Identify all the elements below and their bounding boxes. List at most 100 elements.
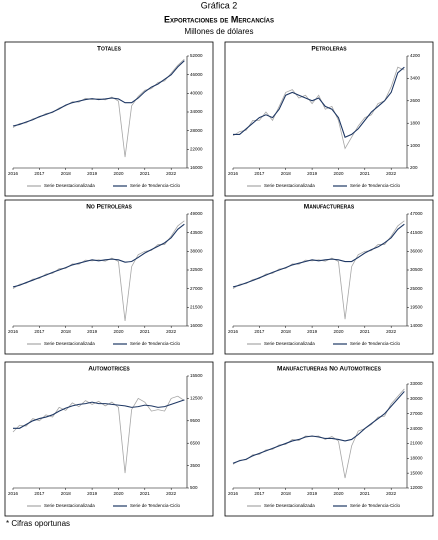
y-tick-label: 12000: [410, 485, 423, 490]
y-tick-label: 200: [410, 165, 418, 170]
chart-panel: Manufactureras No Automotrices 12000 15000…: [224, 361, 434, 517]
x-tick-label: 2019: [87, 329, 98, 334]
y-tick-label: 52000: [190, 53, 203, 58]
y-tick-label: 21000: [410, 441, 423, 446]
series-line: [233, 66, 405, 138]
x-tick-label: 2020: [113, 491, 124, 496]
x-tick-label: 2018: [281, 491, 292, 496]
chart-title: No Petroleras: [86, 204, 132, 211]
panel-border: [4, 361, 214, 517]
x-tick-label: 2018: [61, 491, 72, 496]
y-tick-label: 38000: [190, 249, 203, 254]
legend-label: Serie de Tendencia-Ciclo: [130, 503, 180, 508]
figure-title: Exportaciones de Mercancías: [164, 14, 274, 24]
x-tick-label: 2021: [360, 329, 371, 334]
chart-panel: Petroleras 200 1000 1800 2600 3400 4200 2016 201…: [224, 41, 434, 197]
legend-label: Serie Desestacionalizada: [44, 503, 95, 508]
x-tick-label: 2019: [87, 491, 98, 496]
chart-title: Totales: [97, 46, 122, 53]
x-tick-label: 2018: [61, 329, 72, 334]
y-tick-label: 18000: [410, 455, 423, 460]
x-tick-label: 2021: [140, 329, 151, 334]
y-tick-label: 43500: [190, 230, 203, 235]
chart-panel: No Petroleras 16000 21500 27000 32500 38000 43…: [4, 199, 214, 355]
x-tick-label: 2017: [254, 491, 265, 496]
y-tick-label: 3400: [410, 76, 421, 81]
x-tick-label: 2020: [113, 329, 124, 334]
chart-panel: Automotrices 500 3500 6500 9500 12500 15500 201…: [4, 361, 214, 517]
y-tick-label: 16000: [190, 165, 203, 170]
x-tick-label: 2022: [386, 329, 397, 334]
y-tick-label: 46000: [190, 72, 203, 77]
x-tick-label: 2017: [34, 171, 45, 176]
y-tick-label: 41500: [410, 230, 423, 235]
figure-number: Gráfica 2: [201, 0, 238, 10]
legend-label: Serie Desestacionalizada: [44, 341, 95, 346]
x-tick-label: 2019: [307, 329, 318, 334]
y-tick-label: 47000: [410, 211, 423, 216]
x-tick-label: 2022: [166, 491, 177, 496]
y-tick-label: 6500: [190, 440, 201, 445]
y-tick-label: 1800: [410, 120, 421, 125]
x-tick-label: 2018: [281, 171, 292, 176]
series-line: [12, 395, 185, 474]
y-tick-label: 2600: [410, 98, 421, 103]
y-tick-label: 36000: [410, 249, 423, 254]
legend-label: Serie de Tendencia-Ciclo: [350, 341, 400, 346]
y-tick-label: 32500: [190, 267, 203, 272]
y-tick-label: 19500: [410, 305, 423, 310]
x-tick-label: 2017: [254, 171, 265, 176]
x-tick-label: 2022: [166, 171, 177, 176]
y-tick-label: 25000: [410, 286, 423, 291]
y-tick-label: 24000: [410, 426, 423, 431]
y-tick-label: 500: [190, 485, 198, 490]
y-tick-label: 12500: [190, 396, 203, 401]
chart-title: Manufactureras No Automotrices: [277, 366, 382, 373]
x-tick-label: 2019: [87, 171, 98, 176]
x-tick-label: 2016: [8, 329, 19, 334]
y-tick-label: 9500: [190, 418, 201, 423]
x-tick-label: 2018: [281, 329, 292, 334]
chart-panel: Totales 16000 22000 28000 34000 40000 46000 520…: [4, 41, 214, 197]
chart-panel: Manufactureras 14000 19500 25000 30500 36000 4…: [224, 199, 434, 355]
legend-label: Serie Desestacionalizada: [264, 183, 315, 188]
series-line: [12, 223, 185, 288]
x-tick-label: 2020: [333, 171, 344, 176]
legend-label: Serie de Tendencia-Ciclo: [350, 183, 400, 188]
x-tick-label: 2016: [228, 491, 239, 496]
x-tick-label: 2020: [333, 491, 344, 496]
chart-title: Automotrices: [88, 366, 130, 373]
legend-label: Serie Desestacionalizada: [264, 341, 315, 346]
y-tick-label: 16000: [190, 323, 203, 328]
chart-title: Petroleras: [311, 46, 347, 53]
y-tick-label: 30500: [410, 267, 423, 272]
legend-label: Serie de Tendencia-Ciclo: [130, 183, 180, 188]
x-tick-label: 2022: [166, 329, 177, 334]
x-tick-label: 2016: [8, 491, 19, 496]
y-tick-label: 27000: [190, 286, 203, 291]
y-tick-label: 33000: [410, 381, 423, 386]
x-tick-label: 2016: [228, 329, 239, 334]
series-line: [12, 60, 185, 127]
y-tick-label: 49000: [190, 211, 203, 216]
y-tick-label: 21500: [190, 305, 203, 310]
chart-title: Manufactureras: [304, 204, 355, 211]
x-tick-label: 2022: [386, 491, 397, 496]
y-tick-label: 30000: [410, 396, 423, 401]
x-tick-label: 2021: [360, 171, 371, 176]
footnote: * Cifras oportunas: [6, 519, 70, 528]
x-tick-label: 2017: [254, 329, 265, 334]
series-line: [13, 399, 185, 429]
x-tick-label: 2019: [307, 491, 318, 496]
x-tick-label: 2016: [8, 171, 19, 176]
x-tick-label: 2016: [228, 171, 239, 176]
y-tick-label: 28000: [190, 128, 203, 133]
x-tick-label: 2018: [61, 171, 72, 176]
x-tick-label: 2021: [360, 491, 371, 496]
x-tick-label: 2021: [140, 491, 151, 496]
y-tick-label: 22000: [190, 147, 203, 152]
y-tick-label: 1000: [410, 143, 421, 148]
y-tick-label: 14000: [410, 323, 423, 328]
figure-subtitle: Millones de dólares: [185, 27, 254, 36]
